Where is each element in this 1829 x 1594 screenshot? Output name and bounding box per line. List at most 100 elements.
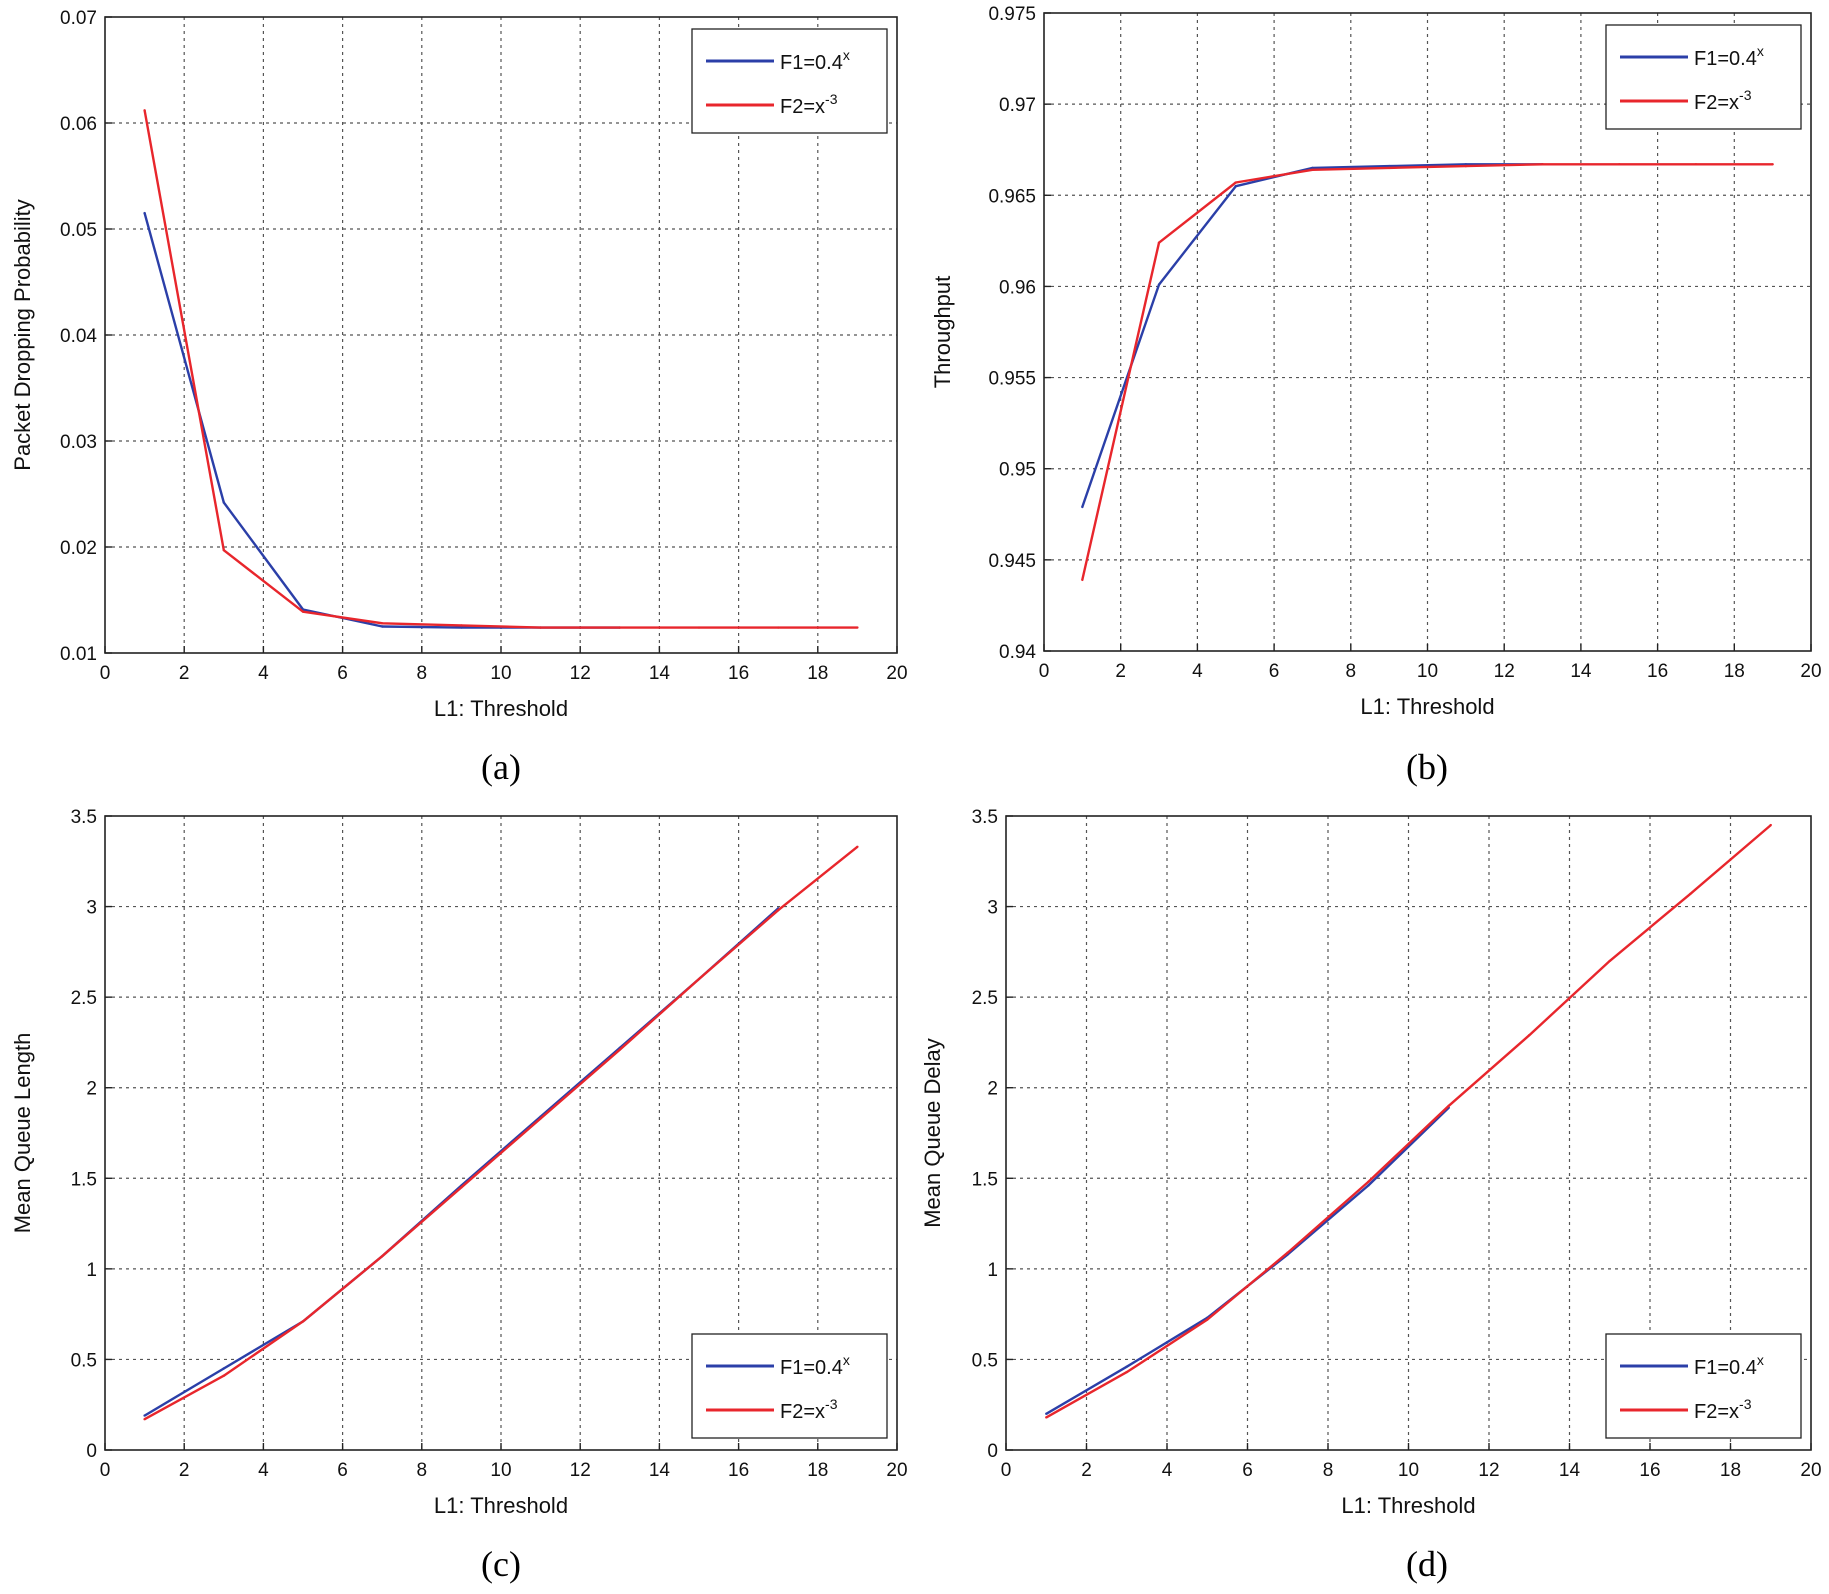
x-tick-label: 0 [1001,1460,1012,1481]
x-tick-label: 12 [1494,661,1515,682]
y-tick-label: 3.5 [972,807,998,828]
legend-label-2: F2=x-3 [1694,1396,1752,1423]
legend-label-1: F1=0.4x [780,47,850,74]
legend-box [1605,1333,1802,1439]
legend-box [691,1333,888,1439]
panel-caption: (b) [1406,747,1448,787]
data-point [1125,1365,1128,1368]
x-tick-label: 10 [1417,661,1438,682]
x-tick-label: 4 [1162,1460,1173,1481]
y-tick-label: 3 [987,898,998,919]
x-tick-label: 2 [179,663,190,684]
panel-caption: (c) [481,1544,521,1584]
y-tick-label: 0.945 [988,551,1036,572]
data-point [1387,166,1391,170]
data-point [222,1374,225,1377]
panel-d: 0 2 4 6 8 10 12 14 16 18 20 0 0.5 1 1.5 2 2.5 3 3.5 L1: Thr… [920,807,1822,1584]
data-point [1528,1033,1531,1037]
series-line-2 [144,845,859,1421]
data-point [1541,163,1544,166]
x-axis-label: L1: Threshold [1360,694,1494,719]
data-point [460,624,463,627]
legend-label-1: F1=0.4x [1694,43,1764,70]
y-axis-label: Mean Queue Delay [920,1038,945,1228]
y-tick-label: 2 [86,1079,97,1100]
x-tick-label: 10 [1398,1460,1419,1481]
data-point [301,1320,305,1323]
y-tick-label: 0.04 [60,326,97,347]
data-point [1081,505,1084,509]
data-point [856,845,859,848]
x-tick-label: 18 [807,663,828,684]
legend-box [1605,24,1802,130]
data-point [856,626,859,629]
x-tick-label: 6 [337,663,348,684]
data-point [381,1254,384,1258]
y-tick-label: 0.955 [988,369,1036,390]
legend-label-2: F2=x-3 [780,1396,838,1423]
x-tick-label: 8 [417,663,428,684]
y-tick-label: 1.5 [71,1169,97,1190]
series-line-2 [143,110,858,629]
data-point [460,1186,463,1189]
x-tick-label: 20 [1800,661,1821,682]
data-point [1447,1104,1450,1108]
y-tick-label: 0.97 [999,95,1036,116]
y-tick-label: 0.02 [60,538,97,559]
x-tick-label: 10 [490,663,511,684]
y-tick-label: 0.975 [988,4,1036,25]
data-point [1769,823,1772,827]
legend-label-2: F2=x-3 [1694,87,1752,114]
x-tick-label: 12 [570,1460,591,1481]
x-tick-label: 4 [258,1460,269,1481]
data-point [1045,1412,1048,1415]
legend-box [691,28,888,134]
x-tick-label: 16 [728,1460,749,1481]
data-point [1689,892,1692,896]
y-tick-label: 1 [86,1260,97,1281]
y-tick-label: 0.94 [999,642,1036,663]
x-tick-label: 0 [100,663,111,684]
x-tick-label: 18 [1720,1460,1741,1481]
y-axis-label: Packet Dropping Probability [10,199,35,470]
data-point [1367,1180,1370,1184]
y-tick-label: 0.965 [988,186,1036,207]
y-tick-label: 0.5 [71,1350,97,1371]
panel-b: 0 2 4 6 8 10 12 14 16 18 20 0.94 0.945 0.95 0.955 0.96 0… [930,4,1822,787]
data-point [1234,181,1237,184]
series-line-2 [1081,163,1773,581]
y-axis-label: Throughput [930,276,955,389]
data-point [697,977,701,981]
data-point [381,625,384,628]
x-tick-label: 14 [649,1460,671,1481]
y-tick-label: 0.5 [972,1350,998,1371]
x-tick-label: 12 [570,663,591,684]
y-tick-label: 0.95 [999,460,1036,481]
legend-label-1: F1=0.4x [780,1352,850,1379]
data-point [1771,163,1774,166]
x-axis-label: L1: Threshold [434,696,568,721]
data-point [539,1117,542,1120]
y-tick-label: 2.5 [71,988,97,1009]
data-point [618,1048,621,1051]
x-tick-label: 18 [807,1460,828,1481]
x-tick-label: 4 [1192,661,1203,682]
x-tick-label: 20 [886,663,907,684]
y-tick-label: 3 [86,898,97,919]
x-tick-label: 2 [1115,661,1126,682]
data-point [143,1414,146,1417]
x-tick-label: 6 [1269,661,1280,682]
y-tick-label: 0.05 [60,220,97,241]
series-line-2 [1045,824,1772,1419]
data-point [539,626,542,629]
y-tick-label: 0.03 [60,432,97,453]
data-point [777,626,780,629]
y-tick-label: 3.5 [71,807,97,828]
data-point [1081,578,1084,582]
y-tick-label: 2.5 [972,988,998,1009]
data-point [618,626,621,629]
x-tick-label: 16 [1647,661,1668,682]
data-point [222,1367,225,1370]
data-point [1206,1318,1209,1321]
